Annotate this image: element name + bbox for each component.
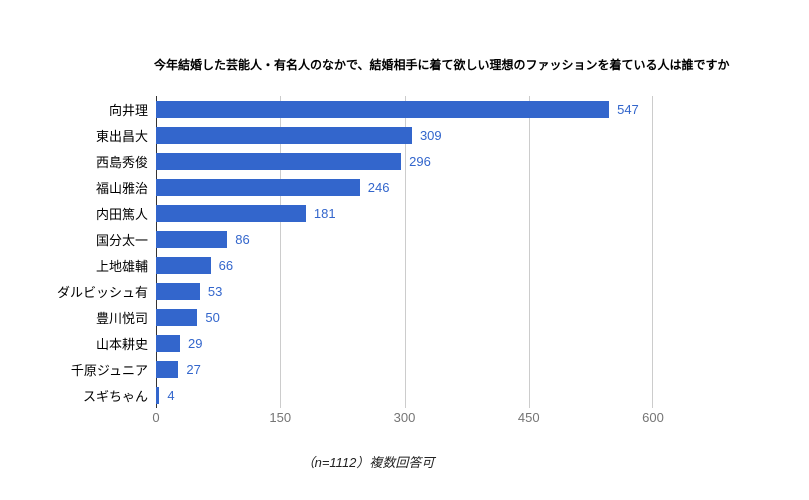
plot-area: 向井理 547 東出昌大 309 西島秀俊 296 福山雅治 246 内田篤人 181 国分太一 86… [0,96,809,408]
category-label: 山本耕史 [95,336,148,352]
bar-row: 内田篤人 181 [0,200,809,226]
value-label: 50 [205,309,220,325]
bar-row: 千原ジュニア 27 [0,356,809,382]
bar-cell: 309 [156,122,653,148]
x-tick-label: 150 [269,410,292,425]
axis-baseline [156,96,157,408]
bar [156,126,412,144]
bar-cell: 66 [156,252,653,278]
category-label: 千原ジュニア [70,362,148,378]
footnote: （n=1112）複数回答可 [301,455,435,470]
x-tick-label: 450 [517,410,540,425]
bar-cell: 29 [156,330,653,356]
category-label: 西島秀俊 [95,154,148,170]
gridline [280,96,282,408]
bar-cell: 53 [156,278,653,304]
bar-row: 東出昌大 309 [0,122,809,148]
bar-cell: 547 [156,96,653,122]
bar-cell: 86 [156,226,653,252]
bar-cell: 50 [156,304,653,330]
value-label: 309 [419,127,442,143]
gridlines [156,96,653,408]
bar [156,152,402,170]
value-label: 29 [188,335,203,351]
bar-row: 山本耕史 29 [0,330,809,356]
category-label: 内田篤人 [95,206,148,222]
category-label: 豊川悦司 [95,310,148,326]
bar [156,386,160,404]
value-label: 4 [167,387,175,403]
bar-row: 上地雄輔 66 [0,252,809,278]
category-label: 上地雄輔 [95,258,148,274]
category-label: 国分太一 [95,232,148,248]
chart-title: 今年結婚した芸能人・有名人のなかで、結婚相手に着て欲しい理想のファッションを着て… [154,58,730,72]
value-label: 66 [218,257,234,273]
x-tick-label: 0 [152,410,160,425]
bar-row: スギちゃん 4 [0,382,809,408]
value-label: 246 [367,179,390,195]
bar-row: ダルビッシュ有 53 [0,278,809,304]
category-label: ダルビッシュ有 [56,284,148,300]
bar [156,334,181,352]
gridline [652,96,653,408]
value-label: 27 [186,361,201,377]
value-label: 181 [313,205,336,221]
category-label: 東出昌大 [95,128,148,144]
value-label: 547 [617,101,639,117]
bar [156,178,360,196]
x-tick-label: 300 [393,410,416,425]
bar-row: 豊川悦司 50 [0,304,809,330]
bar [156,204,306,222]
gridline [528,96,530,408]
x-tick-label: 600 [642,410,664,425]
bar-row: 福山雅治 246 [0,174,809,200]
bar-rows: 向井理 547 東出昌大 309 西島秀俊 296 福山雅治 246 内田篤人 181 国分太一 86… [0,96,809,408]
bar [156,308,198,326]
bar-row: 国分太一 86 [0,226,809,252]
bar-cell: 246 [156,174,653,200]
value-label: 296 [409,153,431,169]
bar [156,230,228,248]
bar-cell: 296 [156,148,653,174]
bar [156,282,200,300]
bar-cell: 4 [156,382,653,408]
bar [156,256,211,274]
category-label: スギちゃん [82,388,148,404]
bar-row: 向井理 547 [0,96,809,122]
x-axis-tick-labels: 0 150 300 450 600 [152,410,663,426]
gridline [404,96,406,408]
bar-row: 西島秀俊 296 [0,148,809,174]
bar-cell: 27 [156,356,653,382]
category-label: 向井理 [108,102,148,118]
bar [156,100,610,118]
bar-cell: 181 [156,200,653,226]
value-label: 53 [207,283,223,299]
bar [156,360,179,378]
value-label: 86 [235,231,250,247]
category-label: 福山雅治 [95,180,148,196]
